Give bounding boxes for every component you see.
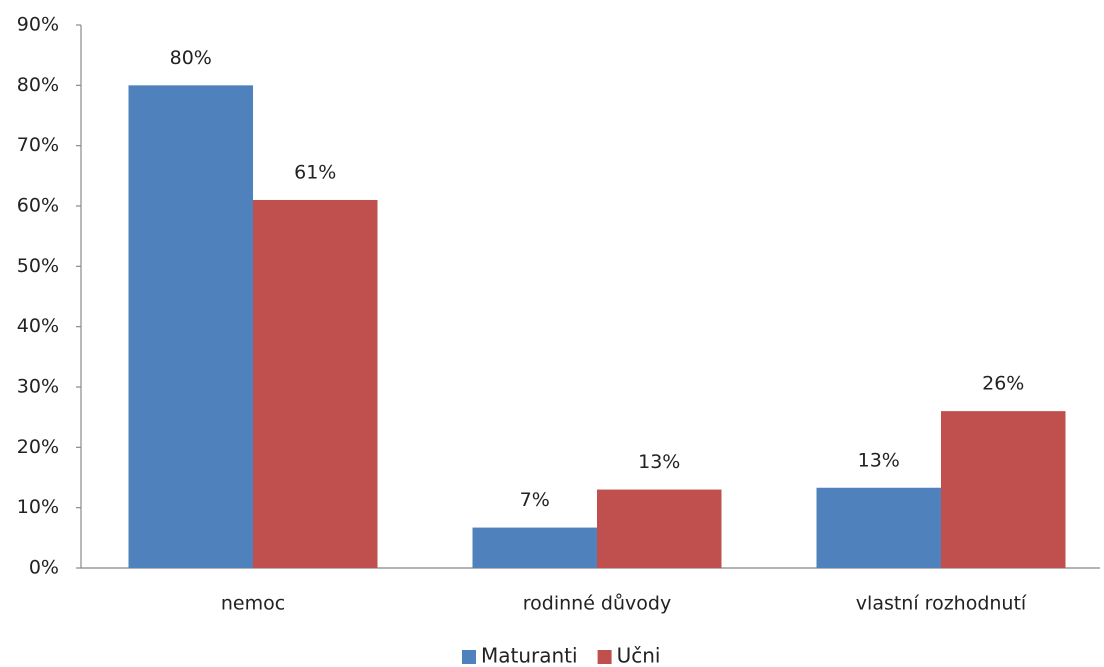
bar xyxy=(253,199,378,568)
x-tick-label: rodinné důvody xyxy=(523,593,671,615)
legend-label: Maturanti xyxy=(481,644,578,667)
x-tick-label: nemoc xyxy=(221,593,285,615)
y-tick-label: 10% xyxy=(17,496,59,518)
legend-label: Učni xyxy=(617,644,661,667)
legend-swatch xyxy=(462,650,476,664)
bar xyxy=(816,487,941,568)
value-label: 80% xyxy=(170,47,212,69)
y-tick-label: 0% xyxy=(29,557,59,579)
bar xyxy=(128,85,253,568)
y-tick-label: 40% xyxy=(17,315,59,337)
y-tick-label: 50% xyxy=(17,255,59,277)
bar xyxy=(941,411,1066,568)
value-label: 26% xyxy=(982,373,1024,395)
value-label: 13% xyxy=(858,449,900,471)
value-label: 7% xyxy=(520,489,550,511)
legend-swatch xyxy=(597,650,612,664)
x-tick-label: vlastní rozhodnutí xyxy=(856,593,1027,615)
y-tick-label: 60% xyxy=(17,195,59,217)
value-label: 13% xyxy=(638,451,680,473)
y-tick-label: 30% xyxy=(17,376,59,398)
bar xyxy=(472,527,597,568)
y-tick-label: 80% xyxy=(17,74,59,96)
y-tick-label: 70% xyxy=(17,134,59,156)
y-tick-label: 20% xyxy=(17,436,59,458)
value-label: 61% xyxy=(294,161,336,183)
bar xyxy=(597,489,722,568)
y-tick-label: 90% xyxy=(17,14,59,36)
